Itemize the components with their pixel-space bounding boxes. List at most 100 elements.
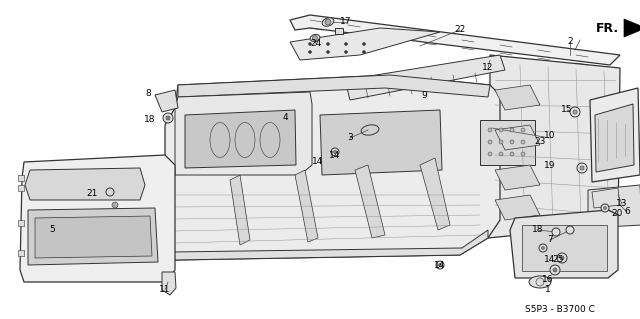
Text: 17: 17: [340, 18, 352, 26]
Bar: [18, 250, 24, 256]
Text: 14: 14: [544, 256, 556, 264]
Polygon shape: [165, 230, 488, 260]
Circle shape: [499, 128, 503, 132]
Circle shape: [163, 113, 173, 123]
Text: 5: 5: [49, 226, 55, 234]
Polygon shape: [290, 28, 440, 60]
Circle shape: [166, 116, 170, 120]
Circle shape: [510, 128, 514, 132]
Circle shape: [362, 42, 365, 46]
Text: 21: 21: [86, 189, 98, 198]
Text: S5P3 - B3700 C: S5P3 - B3700 C: [525, 306, 595, 315]
Text: 14: 14: [312, 158, 324, 167]
Circle shape: [521, 152, 525, 156]
Circle shape: [312, 35, 317, 41]
Circle shape: [601, 204, 609, 212]
Circle shape: [573, 110, 577, 114]
Ellipse shape: [322, 18, 334, 26]
Circle shape: [553, 268, 557, 272]
Polygon shape: [155, 90, 178, 112]
Bar: [522, 225, 607, 271]
Polygon shape: [495, 85, 540, 110]
Bar: [18, 220, 24, 226]
Text: 13: 13: [616, 199, 628, 209]
Circle shape: [550, 265, 560, 275]
Text: 8: 8: [145, 90, 151, 99]
Circle shape: [112, 202, 118, 208]
Circle shape: [539, 244, 547, 252]
Polygon shape: [28, 208, 158, 265]
Polygon shape: [592, 188, 620, 208]
Circle shape: [488, 152, 492, 156]
Text: 24: 24: [310, 40, 322, 48]
Bar: [18, 185, 24, 191]
Polygon shape: [420, 158, 450, 230]
Polygon shape: [595, 104, 634, 172]
Polygon shape: [495, 165, 540, 190]
Polygon shape: [495, 195, 540, 220]
Circle shape: [510, 152, 514, 156]
Circle shape: [552, 228, 560, 236]
Polygon shape: [488, 55, 620, 238]
Circle shape: [326, 50, 330, 54]
Polygon shape: [624, 19, 640, 37]
Text: 15: 15: [561, 106, 573, 115]
Polygon shape: [588, 185, 640, 228]
Polygon shape: [355, 165, 385, 238]
Text: 22: 22: [454, 26, 466, 34]
Text: 4: 4: [282, 114, 288, 122]
Circle shape: [566, 226, 574, 234]
Polygon shape: [320, 110, 442, 175]
Text: 19: 19: [544, 160, 556, 169]
Circle shape: [510, 140, 514, 144]
Text: 6: 6: [624, 207, 630, 217]
Circle shape: [521, 128, 525, 132]
Polygon shape: [495, 125, 540, 150]
Circle shape: [436, 261, 444, 269]
Circle shape: [560, 256, 564, 260]
Ellipse shape: [529, 276, 551, 288]
Circle shape: [438, 263, 442, 266]
Circle shape: [557, 253, 567, 263]
Text: 25: 25: [552, 256, 564, 264]
Text: 3: 3: [347, 133, 353, 143]
Text: 12: 12: [483, 63, 493, 72]
Circle shape: [331, 148, 339, 156]
Text: 1: 1: [545, 286, 551, 294]
Circle shape: [521, 140, 525, 144]
Text: 14: 14: [435, 261, 445, 270]
Circle shape: [499, 140, 503, 144]
Polygon shape: [178, 75, 490, 97]
Circle shape: [577, 163, 587, 173]
Polygon shape: [165, 75, 500, 260]
Polygon shape: [295, 170, 318, 242]
Polygon shape: [35, 216, 152, 258]
Circle shape: [362, 50, 365, 54]
Circle shape: [308, 50, 312, 54]
Text: 20: 20: [611, 210, 623, 219]
Text: 11: 11: [159, 286, 171, 294]
Bar: [335, 28, 343, 34]
Polygon shape: [25, 168, 145, 200]
Text: 23: 23: [534, 137, 546, 146]
Circle shape: [325, 19, 331, 25]
Polygon shape: [345, 55, 505, 100]
Text: 14: 14: [330, 151, 340, 160]
Polygon shape: [162, 272, 176, 295]
Polygon shape: [510, 210, 618, 278]
Bar: [18, 175, 24, 181]
Circle shape: [570, 107, 580, 117]
Polygon shape: [290, 15, 620, 65]
Polygon shape: [590, 88, 640, 182]
Circle shape: [488, 128, 492, 132]
Text: 9: 9: [421, 91, 427, 100]
Circle shape: [344, 42, 348, 46]
Circle shape: [344, 50, 348, 54]
Circle shape: [326, 42, 330, 46]
Text: 7: 7: [547, 235, 553, 244]
Circle shape: [499, 152, 503, 156]
Circle shape: [541, 247, 545, 249]
Circle shape: [488, 140, 492, 144]
Text: 10: 10: [544, 130, 556, 139]
Text: 18: 18: [532, 226, 544, 234]
